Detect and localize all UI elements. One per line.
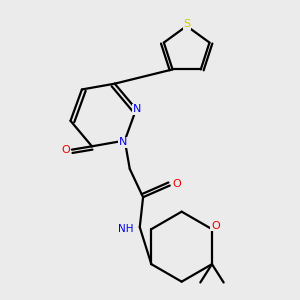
Text: O: O — [61, 145, 70, 155]
Text: O: O — [173, 179, 182, 189]
Text: S: S — [183, 19, 190, 29]
Text: N: N — [133, 104, 141, 114]
Text: NH: NH — [118, 224, 134, 234]
Text: N: N — [119, 137, 127, 147]
Text: O: O — [211, 221, 220, 231]
